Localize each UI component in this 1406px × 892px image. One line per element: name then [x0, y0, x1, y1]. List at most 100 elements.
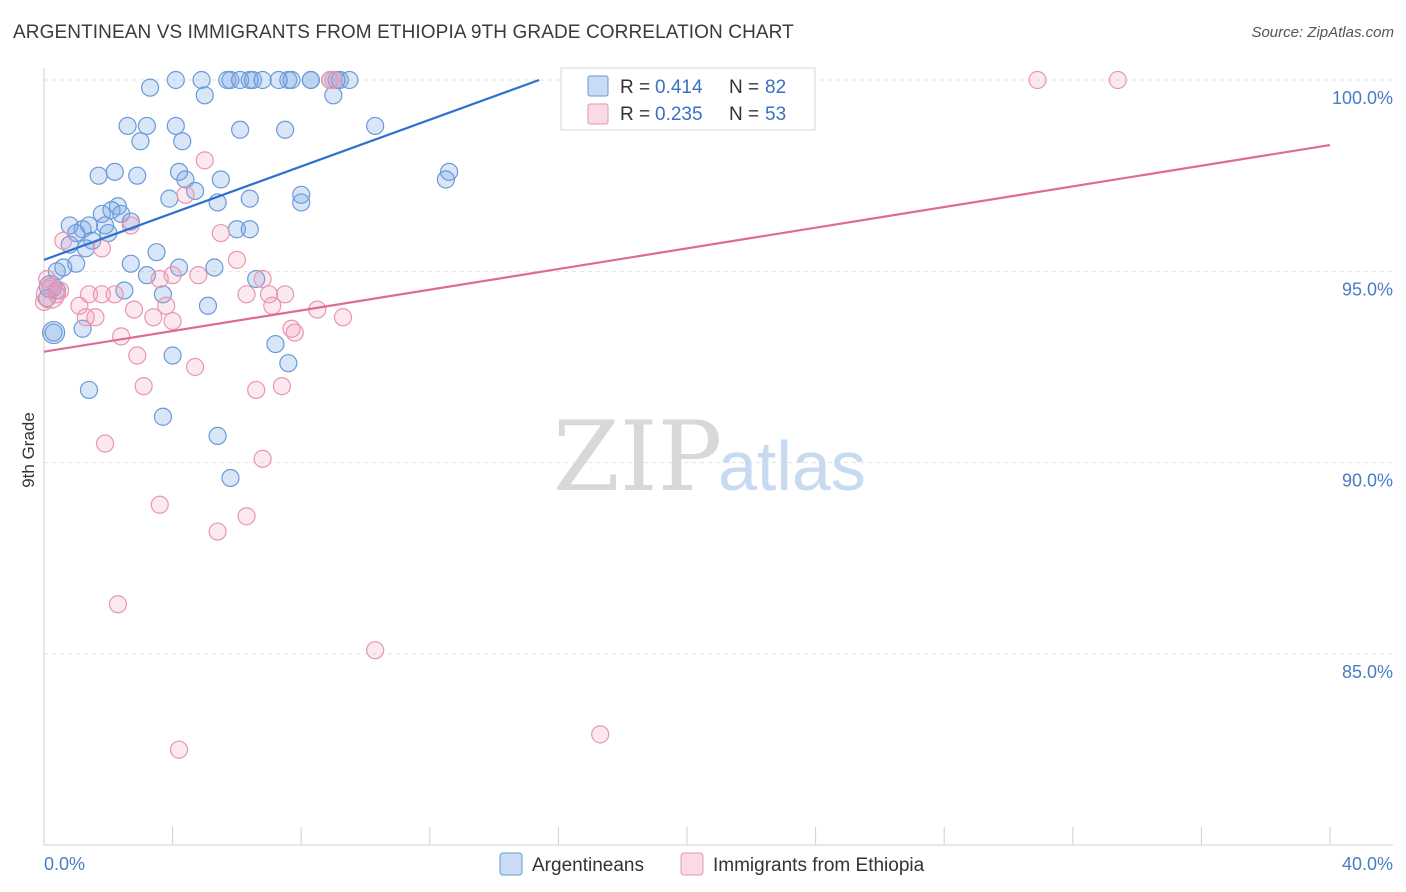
- point-argentineans-65: [115, 281, 134, 300]
- point-argentineans-75: [153, 407, 173, 426]
- trendline-ethiopia: [43, 143, 1331, 353]
- point-ethiopia-25: [276, 285, 295, 304]
- point-argentineans-73: [279, 354, 298, 373]
- bottom-legend-label-pink: Immigrants from Ethiopia: [713, 855, 925, 876]
- bottom-legend-swatch-pink: [680, 852, 704, 876]
- point-argentineans-large: [42, 320, 66, 345]
- point-ethiopia-cluster: [35, 279, 66, 309]
- point-argentineans-68: [198, 296, 218, 315]
- point-ethiopia-17: [92, 285, 111, 304]
- point-ethiopia-22: [237, 285, 256, 304]
- legend-n-value-blue: 82: [765, 77, 786, 98]
- point-ethiopia-43: [272, 377, 292, 396]
- axes: [43, 68, 1393, 846]
- point-argentineans-71: [266, 334, 285, 354]
- point-ethiopia-32: [76, 308, 95, 327]
- point-ethiopia-47: [150, 495, 169, 514]
- point-argentineans-7: [253, 70, 272, 90]
- point-ethiopia-27: [70, 296, 89, 315]
- point-argentineans-16: [118, 116, 137, 136]
- point-ethiopia-24: [259, 285, 279, 304]
- point-argentineans-23: [173, 132, 192, 151]
- point-argentineans-19: [231, 120, 250, 139]
- point-argentineans-70: [73, 319, 92, 338]
- point-argentineans-14: [195, 86, 214, 105]
- legend-n-label-pink: N =: [729, 104, 759, 125]
- point-argentineans-34: [160, 189, 179, 208]
- point-ethiopia-45: [95, 434, 115, 453]
- point-ethiopia-51: [366, 641, 385, 660]
- point-ethiopia-36: [333, 308, 353, 327]
- point-ethiopia-50: [108, 595, 128, 614]
- point-argentineans-3: [221, 70, 240, 90]
- point-argentineans-48: [240, 220, 259, 239]
- point-ethiopia-18: [105, 285, 124, 304]
- y-tick-label-1: 95.0%: [1342, 279, 1393, 299]
- point-ethiopia-49: [208, 522, 227, 541]
- point-argentineans-27: [128, 166, 147, 185]
- series-argentineans: [38, 70, 459, 488]
- point-argentineans-66: [153, 285, 173, 304]
- point-ethiopia-52: [591, 725, 610, 744]
- point-argentineans-22: [131, 132, 150, 151]
- watermark-zip: ZIP: [553, 401, 722, 513]
- point-ethiopia-21: [189, 266, 208, 285]
- point-ethiopia-5: [195, 151, 214, 170]
- point-argentineans-31: [436, 170, 455, 189]
- point-argentineans-40: [92, 204, 111, 224]
- point-argentineans-69: [44, 323, 63, 342]
- point-argentineans-72: [163, 346, 182, 365]
- legend-r-label-pink: R =: [620, 104, 650, 125]
- point-argentineans-56: [121, 254, 140, 273]
- point-argentineans-80: [166, 70, 185, 90]
- point-argentineans-0: [140, 78, 160, 97]
- point-argentineans-21: [366, 116, 385, 136]
- point-argentineans-9: [282, 70, 301, 90]
- point-argentineans-74: [79, 380, 99, 400]
- legend-n-value-pink: 53: [765, 104, 786, 125]
- point-argentineans-15: [324, 86, 343, 105]
- point-argentineans-26: [89, 166, 108, 185]
- trend-lines: [43, 78, 1331, 353]
- point-argentineans-62: [247, 269, 266, 289]
- source-label: Source: ZipAtlas.com: [1251, 24, 1394, 41]
- legend-n-label-blue: N =: [729, 77, 759, 98]
- point-argentineans-77: [221, 468, 240, 488]
- legend-r-value-blue: 0.414: [655, 77, 703, 98]
- stats-legend: R = 0.414 N = 82 R = 0.235 N = 53: [560, 67, 816, 131]
- point-ethiopia-39: [112, 327, 131, 346]
- point-ethiopia-9: [54, 231, 73, 250]
- legend-swatch-pink: [587, 103, 609, 125]
- point-ethiopia-46: [253, 449, 272, 468]
- point-argentineans-13: [340, 70, 359, 90]
- y-tick-label-0: 100.0%: [1332, 88, 1393, 108]
- point-argentineans-78: [301, 70, 320, 90]
- point-ethiopia-23: [253, 269, 272, 289]
- point-argentineans-54: [147, 243, 166, 262]
- point-argentineans-6: [243, 70, 263, 90]
- point-ethiopia-10: [92, 239, 111, 258]
- x-tick-label-max: 40.0%: [1342, 854, 1393, 874]
- series-legend: Argentineans Immigrants from Ethiopia: [499, 852, 925, 876]
- point-ethiopia-3: [1108, 70, 1127, 90]
- point-ethiopia-1: [324, 70, 343, 90]
- point-argentineans-20: [276, 120, 295, 139]
- point-ethiopia-38: [285, 323, 304, 342]
- point-argentineans-29: [211, 170, 230, 189]
- point-ethiopia-53: [169, 740, 189, 759]
- point-ethiopia-34: [144, 308, 163, 327]
- point-ethiopia-29: [157, 296, 176, 315]
- point-ethiopia-48: [237, 507, 256, 526]
- point-argentineans-32: [186, 181, 205, 201]
- y-axis-label: 9th Grade: [19, 412, 38, 488]
- watermark-atlas: atlas: [718, 427, 866, 505]
- point-ethiopia-26: [34, 292, 54, 312]
- legend-r-label-blue: R =: [620, 77, 650, 98]
- y-tick-label-3: 85.0%: [1342, 662, 1393, 682]
- legend-swatch-blue: [587, 75, 609, 97]
- point-argentineans-36: [240, 189, 259, 208]
- point-ethiopia-11: [227, 250, 246, 269]
- point-ethiopia-35: [163, 311, 182, 331]
- point-argentineans-4: [231, 70, 250, 90]
